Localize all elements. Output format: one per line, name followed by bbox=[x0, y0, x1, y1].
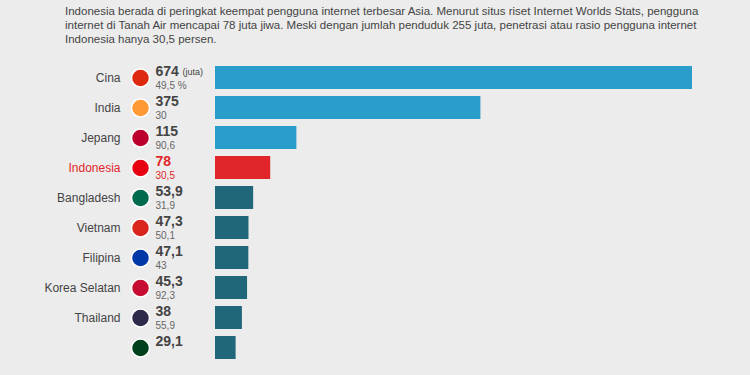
svg-text:53,9: 53,9 bbox=[156, 183, 183, 199]
svg-text:Thailand: Thailand bbox=[74, 311, 120, 325]
svg-text:Jepang: Jepang bbox=[81, 131, 120, 145]
svg-text:(juta): (juta) bbox=[183, 67, 204, 77]
svg-text:30: 30 bbox=[156, 110, 168, 121]
svg-text:375: 375 bbox=[156, 93, 180, 109]
svg-text:55,9: 55,9 bbox=[156, 320, 176, 331]
html-text:Indonesia berada di peringkat: Indonesia berada di peringkat keempat pe… bbox=[65, 5, 699, 45]
svg-text:92,3: 92,3 bbox=[156, 290, 176, 301]
svg-text:31,9: 31,9 bbox=[156, 200, 176, 211]
svg-text:78: 78 bbox=[156, 153, 172, 169]
svg-text:Filipina: Filipina bbox=[82, 251, 120, 265]
svg-text:47,3: 47,3 bbox=[156, 213, 183, 229]
svg-text:43: 43 bbox=[156, 260, 168, 271]
svg-text:30,5: 30,5 bbox=[156, 170, 176, 181]
svg-text:Korea Selatan: Korea Selatan bbox=[44, 281, 120, 295]
svg-text:Vietnam: Vietnam bbox=[77, 221, 121, 235]
svg-text:49,5 %: 49,5 % bbox=[156, 80, 187, 91]
svg-text:90,6: 90,6 bbox=[156, 140, 176, 151]
svg-text:47,1: 47,1 bbox=[156, 243, 183, 259]
svg-text:45,3: 45,3 bbox=[156, 273, 183, 289]
svg-text:38: 38 bbox=[156, 303, 172, 319]
svg-text:115: 115 bbox=[156, 123, 179, 139]
svg-text:India: India bbox=[94, 101, 120, 115]
svg-text:Cina: Cina bbox=[96, 71, 121, 85]
svg-text:50,1: 50,1 bbox=[156, 230, 176, 241]
svg-text:29,1: 29,1 bbox=[156, 333, 183, 349]
svg-text:674: 674 bbox=[156, 63, 180, 79]
svg-text:Bangladesh: Bangladesh bbox=[57, 191, 120, 205]
svg-text:Indonesia: Indonesia bbox=[68, 161, 120, 175]
